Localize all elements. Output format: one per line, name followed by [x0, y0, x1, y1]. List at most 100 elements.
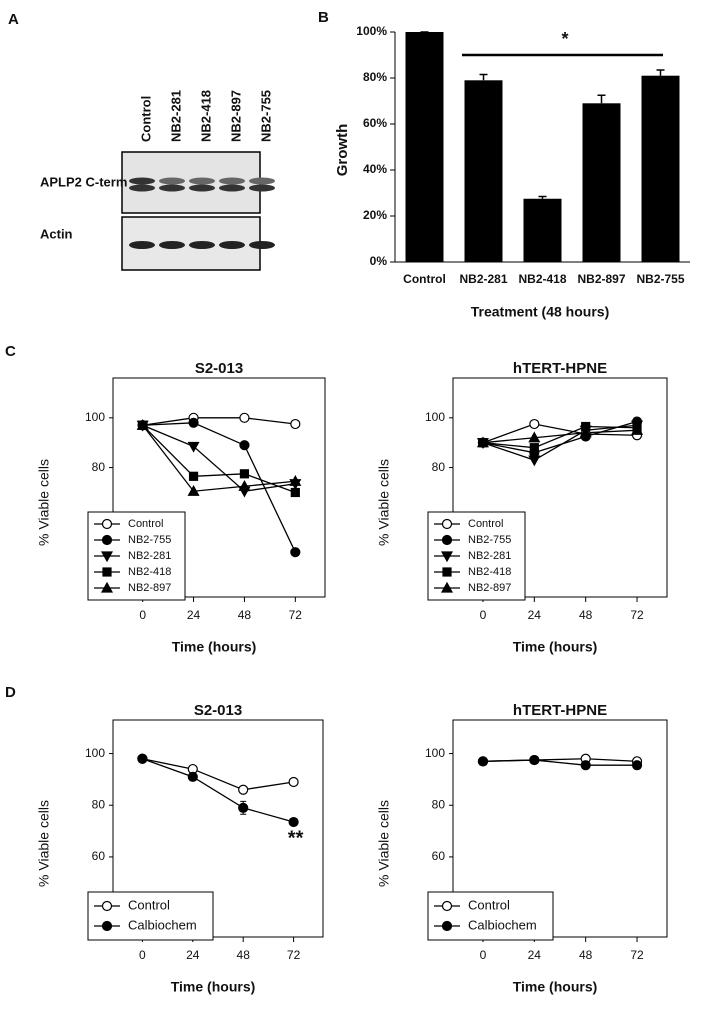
- x-tick-label: Control: [403, 272, 446, 286]
- blot-band: [129, 177, 155, 185]
- y-tick-label: 100: [425, 746, 445, 760]
- lane-label: NB2-897: [228, 90, 243, 142]
- bar: [523, 198, 562, 262]
- blot-band: [219, 184, 245, 192]
- blot-band: [189, 184, 215, 192]
- x-axis-label: Time (hours): [172, 639, 257, 655]
- marker: [579, 426, 592, 438]
- legend-label: NB2-418: [128, 566, 171, 578]
- series-line: [142, 424, 296, 492]
- legend-marker: [440, 581, 454, 593]
- lane-label: NB2-418: [198, 90, 213, 142]
- series-line: [142, 424, 296, 492]
- legend-box: [87, 891, 214, 941]
- marker: [187, 771, 198, 782]
- y-tick-label: 60%: [363, 116, 387, 130]
- legend-marker: [101, 534, 113, 546]
- legend-label: NB2-755: [128, 534, 171, 546]
- y-tick-label: 100: [85, 746, 105, 760]
- blot-band: [219, 241, 245, 249]
- marker: [288, 816, 299, 828]
- legend-label: NB2-281: [468, 550, 511, 562]
- legend-marker: [441, 920, 453, 932]
- x-tick-label: 0: [139, 948, 146, 962]
- plot-frame: [112, 719, 324, 938]
- series-line: [142, 422, 296, 553]
- marker: [239, 469, 250, 479]
- legend-label: NB2-897: [128, 582, 171, 594]
- plot-frame: [112, 377, 326, 598]
- legend-marker: [102, 567, 112, 577]
- annotation: *: [561, 29, 568, 49]
- blot-band: [249, 184, 275, 192]
- legend-label: Calbiochem: [128, 917, 197, 932]
- marker: [580, 760, 591, 771]
- series-line: [482, 429, 638, 444]
- x-axis-label: Time (hours): [513, 639, 598, 655]
- x-tick-label: 48: [238, 608, 252, 622]
- legend-marker: [440, 551, 454, 563]
- marker: [290, 418, 301, 430]
- x-tick-label: 72: [630, 948, 644, 962]
- legend-label: Calbiochem: [468, 917, 537, 932]
- x-tick-label: 24: [528, 608, 542, 622]
- plot-frame: [452, 719, 668, 938]
- x-tick-label: 0: [480, 608, 487, 622]
- y-tick-label: 80: [92, 797, 106, 811]
- y-tick-label: 100: [85, 410, 105, 424]
- marker: [238, 802, 249, 813]
- series-line: [142, 758, 294, 823]
- series-line: [142, 758, 294, 791]
- x-tick-label: 0: [480, 948, 487, 962]
- x-tick-label: 24: [186, 948, 200, 962]
- legend-marker: [100, 581, 114, 593]
- y-tick-label: 80: [92, 460, 106, 474]
- blot-band: [219, 177, 245, 185]
- x-tick-label: 48: [579, 948, 593, 962]
- y-tick-label: 100: [425, 410, 445, 424]
- y-axis-label: Growth: [334, 124, 351, 177]
- bar: [582, 103, 621, 262]
- legend-marker: [442, 567, 452, 577]
- lane-label: Control: [138, 96, 153, 142]
- chart-title: hTERT-HPNE: [513, 360, 607, 377]
- marker: [529, 754, 540, 766]
- legend-marker: [441, 518, 453, 530]
- marker: [529, 418, 540, 430]
- blot-band: [159, 177, 185, 185]
- lane-label: NB2-281: [168, 90, 183, 142]
- legend-marker: [441, 534, 453, 546]
- error-bar: [597, 94, 606, 104]
- x-tick-label: NB2-281: [459, 272, 507, 286]
- marker: [290, 547, 301, 558]
- series-line: [482, 759, 638, 766]
- blot-band: [189, 177, 215, 185]
- y-axis-label: % Viable cells: [36, 800, 52, 887]
- marker: [136, 419, 149, 430]
- annotation: **: [288, 828, 304, 850]
- marker: [290, 487, 300, 498]
- marker: [238, 480, 251, 491]
- y-tick-label: 80%: [363, 70, 387, 84]
- y-tick-label: 20%: [363, 208, 387, 222]
- marker: [288, 776, 299, 788]
- x-axis-label: Time (hours): [171, 979, 256, 995]
- marker: [476, 436, 489, 448]
- legend-label: NB2-755: [468, 534, 511, 546]
- series-line: [482, 423, 638, 444]
- panel-label: D: [5, 684, 16, 701]
- x-tick-label: 0: [139, 608, 146, 622]
- bar: [641, 75, 680, 262]
- legend-marker: [101, 900, 113, 912]
- legend-marker: [100, 551, 114, 563]
- error-bar: [656, 69, 665, 76]
- blot-band: [249, 177, 275, 185]
- blot-band: [129, 184, 155, 192]
- x-tick-label: NB2-418: [518, 272, 566, 286]
- series-line: [482, 425, 638, 449]
- legend-label: Control: [128, 518, 163, 530]
- y-tick-label: 60: [432, 849, 446, 863]
- x-tick-label: NB2-755: [636, 272, 684, 286]
- y-axis-label: % Viable cells: [376, 459, 392, 546]
- x-tick-label: 24: [528, 948, 542, 962]
